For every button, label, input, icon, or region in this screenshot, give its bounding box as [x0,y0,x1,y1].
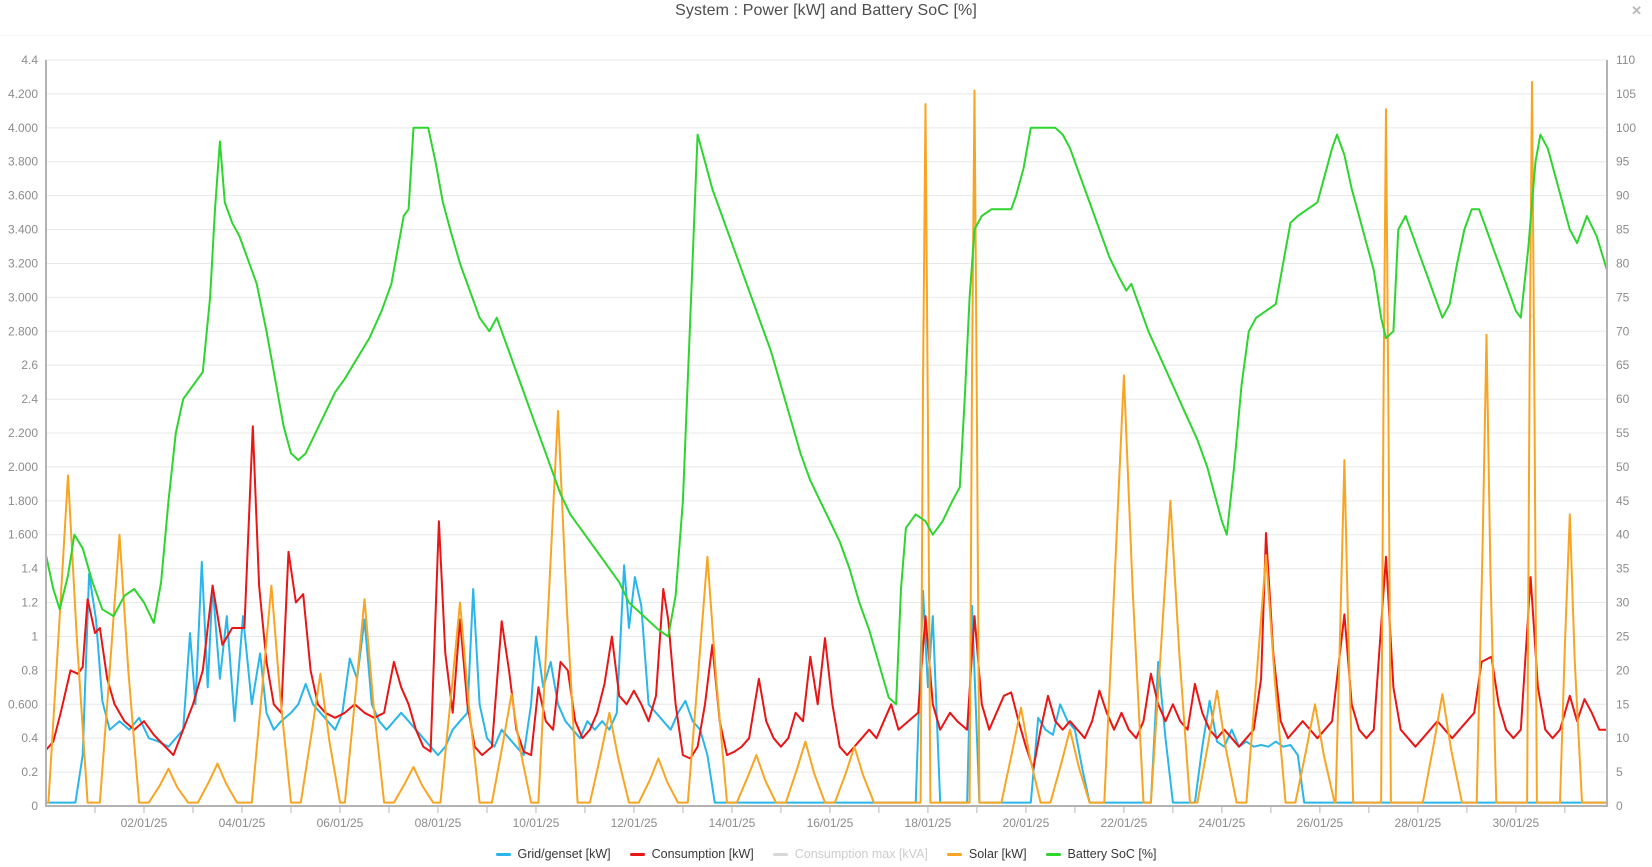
y-right-tick-label: 100 [1616,121,1636,135]
y-left-tick-label: 2.200 [8,426,38,440]
y-left-tick-label: 1 [31,629,38,643]
legend-label-grid-genset: Grid/genset [kW] [517,847,611,861]
x-tick-label: 18/01/25 [905,816,952,830]
legend-label-consumption-max: Consumption max [kVA] [794,847,928,861]
battery-soc-swatch-icon [1045,852,1061,856]
consumption-swatch-icon [629,852,645,856]
x-tick-label: 16/01/25 [807,816,854,830]
y-right-tick-label: 75 [1616,290,1630,304]
y-right-tick-label: 15 [1616,697,1630,711]
legend-item-battery-soc[interactable]: Battery SoC [%] [1045,847,1157,861]
x-tick-label: 04/01/25 [219,816,266,830]
y-right-tick-label: 80 [1616,256,1630,270]
y-right-tick-label: 35 [1616,562,1630,576]
y-left-tick-label: 0 [31,799,38,813]
chart-legend: Grid/genset [kW] Consumption [kW] Consum… [0,847,1652,861]
y-right-tick-label: 60 [1616,392,1630,406]
x-tick-label: 10/01/25 [513,816,560,830]
series-line-battery-soc [45,126,1608,706]
y-left-tick-label: 0.600 [8,697,38,711]
x-tick-label: 02/01/25 [121,816,168,830]
y-left-tick-label: 1.800 [8,494,38,508]
legend-item-consumption[interactable]: Consumption [kW] [629,847,754,861]
y-left-tick-label: 1.4 [21,562,38,576]
x-tick-label: 14/01/25 [709,816,756,830]
x-tick-label: 20/01/25 [1003,816,1050,830]
legend-label-consumption: Consumption [kW] [651,847,754,861]
y-left-tick-label: 1.600 [8,528,38,542]
series-line-consumption-kw [45,425,1608,770]
y-left-tick-label: 1.2 [21,596,38,610]
x-tick-label: 26/01/25 [1297,816,1344,830]
y-left-tick-label: 2.000 [8,460,38,474]
y-left-tick-label: 0.2 [21,765,38,779]
y-left-tick-label: 2.6 [21,358,38,372]
x-tick-label: 24/01/25 [1199,816,1246,830]
legend-item-solar[interactable]: Solar [kW] [946,847,1027,861]
y-left-tick-label: 4.000 [8,121,38,135]
y-left-tick-label: 2.4 [21,392,38,406]
x-tick-label: 30/01/25 [1493,816,1540,830]
y-left-tick-label: 4.200 [8,87,38,101]
series-line-grid-genset-kw [45,560,1608,804]
y-left-tick-label: 3.600 [8,189,38,203]
close-icon[interactable]: ✕ [1628,1,1645,20]
y-left-tick-label: 4.4 [21,53,38,67]
y-right-tick-label: 50 [1616,460,1630,474]
title-divider [0,35,1652,36]
grid-genset-swatch-icon [495,852,511,856]
legend-label-battery-soc: Battery SoC [%] [1067,847,1157,861]
y-left-tick-label: 3.000 [8,290,38,304]
legend-item-grid-genset[interactable]: Grid/genset [kW] [495,847,611,861]
x-tick-label: 12/01/25 [611,816,658,830]
y-right-tick-label: 45 [1616,494,1630,508]
y-right-tick-label: 70 [1616,324,1630,338]
y-left-tick-label: 3.400 [8,223,38,237]
y-right-tick-label: 25 [1616,629,1630,643]
y-right-tick-label: 40 [1616,528,1630,542]
consumption-max-swatch-icon [772,852,788,856]
y-right-tick-label: 105 [1616,87,1636,101]
legend-label-solar: Solar [kW] [968,847,1027,861]
y-left-tick-label: 0.4 [21,731,38,745]
y-right-tick-label: 85 [1616,223,1630,237]
y-right-tick-label: 90 [1616,189,1630,203]
y-right-tick-label: 95 [1616,155,1630,169]
chart-title: System : Power [kW] and Battery SoC [%] [675,2,977,19]
y-left-tick-label: 3.800 [8,155,38,169]
y-right-tick-label: 10 [1616,731,1630,745]
solar-swatch-icon [946,852,962,856]
x-tick-label: 08/01/25 [415,816,462,830]
y-right-tick-label: 0 [1616,799,1623,813]
legend-item-consumption-max[interactable]: Consumption max [kVA] [772,847,928,861]
series-line-solar-kw [45,81,1608,804]
y-right-tick-label: 20 [1616,663,1630,677]
y-right-tick-label: 5 [1616,765,1623,779]
x-tick-label: 28/01/25 [1395,816,1442,830]
x-tick-label: 22/01/25 [1101,816,1148,830]
y-right-tick-label: 30 [1616,596,1630,610]
y-right-tick-label: 65 [1616,358,1630,372]
y-left-tick-label: 3.200 [8,256,38,270]
y-right-tick-label: 55 [1616,426,1630,440]
x-tick-label: 06/01/25 [317,816,364,830]
y-left-tick-label: 0.8 [21,663,38,677]
y-right-tick-label: 110 [1616,53,1635,67]
y-left-tick-label: 2.800 [8,324,38,338]
